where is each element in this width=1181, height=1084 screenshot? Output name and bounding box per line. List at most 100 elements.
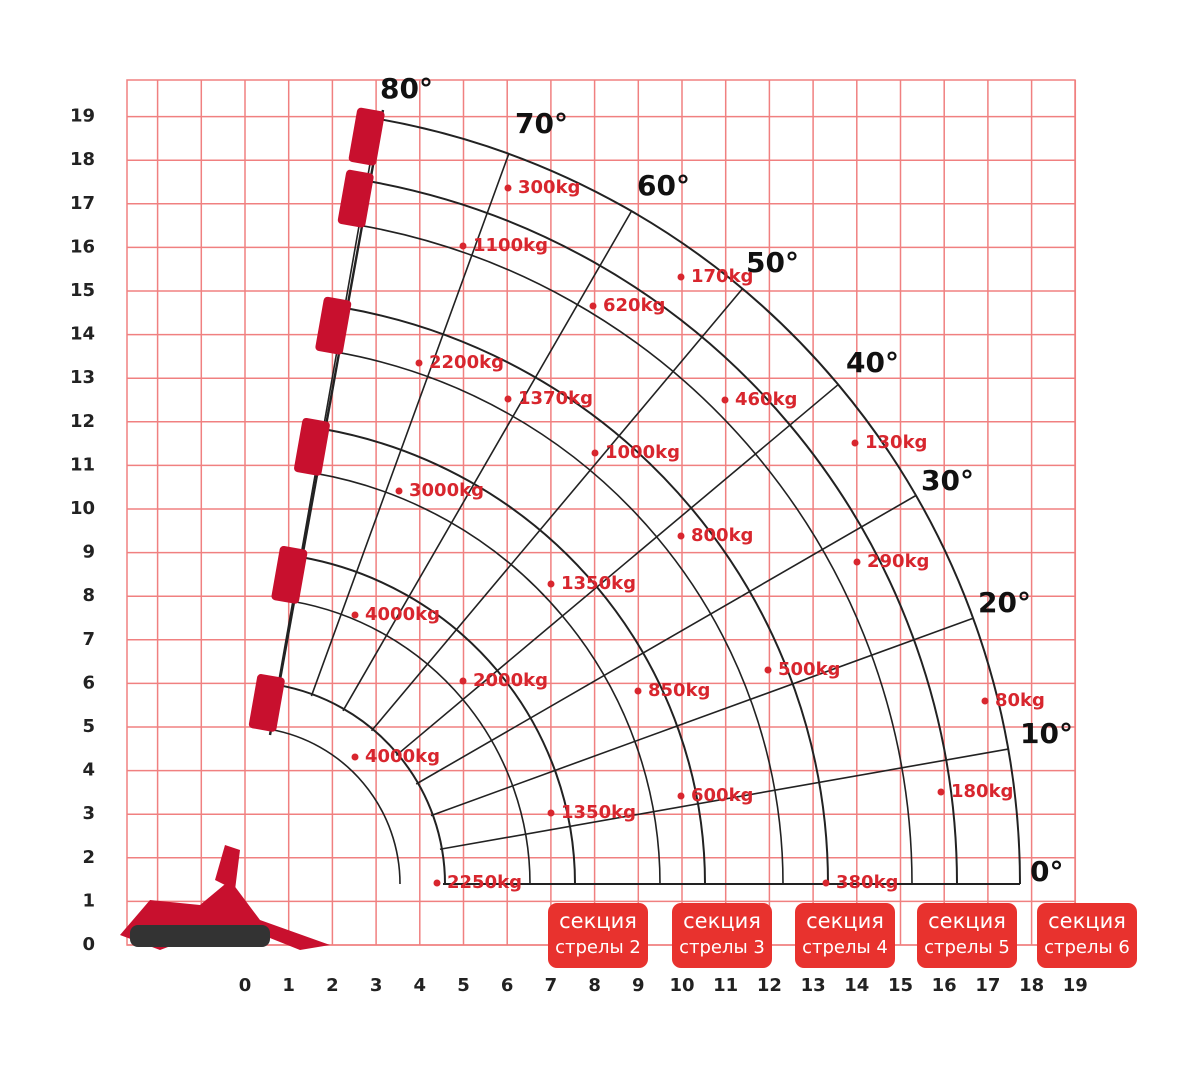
load-label: 2250kg: [447, 872, 522, 893]
load-label: 3000kg: [409, 480, 484, 501]
x-tick-label: 1: [282, 975, 295, 996]
y-tick-label: 8: [82, 585, 95, 606]
angle-line: [415, 494, 917, 785]
x-tick-label: 7: [545, 975, 558, 996]
load-dot: [981, 697, 989, 705]
boom-head: [348, 107, 385, 166]
boom-head: [248, 674, 285, 732]
load-label: 180kg: [951, 781, 1013, 802]
load-dot: [504, 395, 512, 403]
load-dot: [677, 532, 685, 540]
x-tick-label: 13: [801, 975, 826, 996]
section-label: секция: [1048, 909, 1126, 933]
angle-line: [342, 210, 633, 712]
section-label: стрелы 4: [802, 937, 888, 958]
load-label: 300kg: [518, 177, 580, 198]
section-badge: [917, 903, 1017, 968]
section-label: секция: [683, 909, 761, 933]
load-dot: [822, 879, 830, 887]
load-label: 800kg: [691, 525, 753, 546]
y-tick-label: 6: [82, 672, 95, 693]
angle-label: 0°: [1030, 855, 1063, 888]
x-tick-label: 8: [588, 975, 601, 996]
load-dot: [459, 242, 467, 250]
y-tick-label: 10: [70, 498, 95, 519]
y-tick-label: 11: [70, 454, 95, 475]
load-dot: [677, 273, 685, 281]
y-tick-label: 5: [82, 716, 95, 737]
x-tick-label: 5: [457, 975, 470, 996]
x-tick-label: 15: [888, 975, 913, 996]
load-label: 2200kg: [429, 352, 504, 373]
section-badge: [672, 903, 772, 968]
angle-label: 60°: [637, 169, 690, 202]
y-tick-label: 14: [70, 324, 95, 345]
y-tick-label: 9: [82, 542, 95, 563]
x-tick-label: 2: [326, 975, 339, 996]
x-tick-label: 12: [757, 975, 782, 996]
x-tick-label: 9: [632, 975, 645, 996]
crane: [120, 107, 385, 950]
load-label: 2000kg: [473, 670, 548, 691]
load-label: 170kg: [691, 266, 753, 287]
x-tick-label: 14: [844, 975, 869, 996]
grid: [126, 79, 1077, 946]
load-dot: [721, 396, 729, 404]
x-tick-label: 6: [501, 975, 514, 996]
load-label: 850kg: [648, 680, 710, 701]
load-label: 1370kg: [518, 388, 593, 409]
angle-label: 40°: [846, 346, 899, 379]
hook-arc: [270, 728, 401, 885]
y-tick-label: 2: [82, 847, 95, 868]
angle-line: [439, 748, 1009, 851]
load-label: 1350kg: [561, 802, 636, 823]
y-tick-label: 15: [70, 280, 95, 301]
x-tick-label: 18: [1019, 975, 1044, 996]
load-label: 460kg: [735, 389, 797, 410]
load-label: 1000kg: [605, 442, 680, 463]
y-tick-label: 0: [82, 934, 95, 955]
section-label: секция: [806, 909, 884, 933]
y-tick-label: 7: [82, 629, 95, 650]
load-dot: [433, 879, 441, 887]
y-tick-label: 4: [82, 760, 95, 781]
load-label: 4000kg: [365, 746, 440, 767]
load-dot: [547, 580, 555, 588]
y-tick-label: 1: [82, 890, 95, 911]
section-label: секция: [559, 909, 637, 933]
section-badge: [795, 903, 895, 968]
load-dot: [634, 687, 642, 695]
y-tick-label: 13: [70, 367, 95, 388]
load-label: 4000kg: [365, 604, 440, 625]
angle-line: [395, 383, 839, 757]
load-dot: [395, 487, 403, 495]
section-label: секция: [928, 909, 1006, 933]
load-dot: [459, 677, 467, 685]
load-dot: [351, 611, 359, 619]
x-tick-label: 11: [713, 975, 738, 996]
y-tick-label: 19: [70, 106, 95, 127]
load-dot: [591, 449, 599, 457]
y-tick-label: 12: [70, 411, 95, 432]
y-tick-label: 18: [70, 149, 95, 170]
x-tick-label: 19: [1063, 975, 1088, 996]
load-dot: [764, 666, 772, 674]
boom-head: [337, 169, 374, 228]
angle-label: 10°: [1020, 717, 1073, 750]
angle-label: 70°: [515, 107, 568, 140]
x-tick-label: 10: [669, 975, 694, 996]
load-dot: [677, 792, 685, 800]
load-label: 1100kg: [473, 235, 548, 256]
section-badge: [548, 903, 648, 968]
load-dot: [853, 558, 861, 566]
load-label: 80kg: [995, 690, 1045, 711]
angle-line: [370, 288, 744, 732]
load-label: 600kg: [691, 785, 753, 806]
load-label: 1350kg: [561, 573, 636, 594]
angle-line: [310, 153, 510, 697]
x-tick-label: 3: [370, 975, 383, 996]
section-label: стрелы 2: [555, 937, 641, 958]
y-tick-label: 3: [82, 803, 95, 824]
y-tick-label: 16: [70, 236, 95, 257]
load-label: 290kg: [867, 551, 929, 572]
